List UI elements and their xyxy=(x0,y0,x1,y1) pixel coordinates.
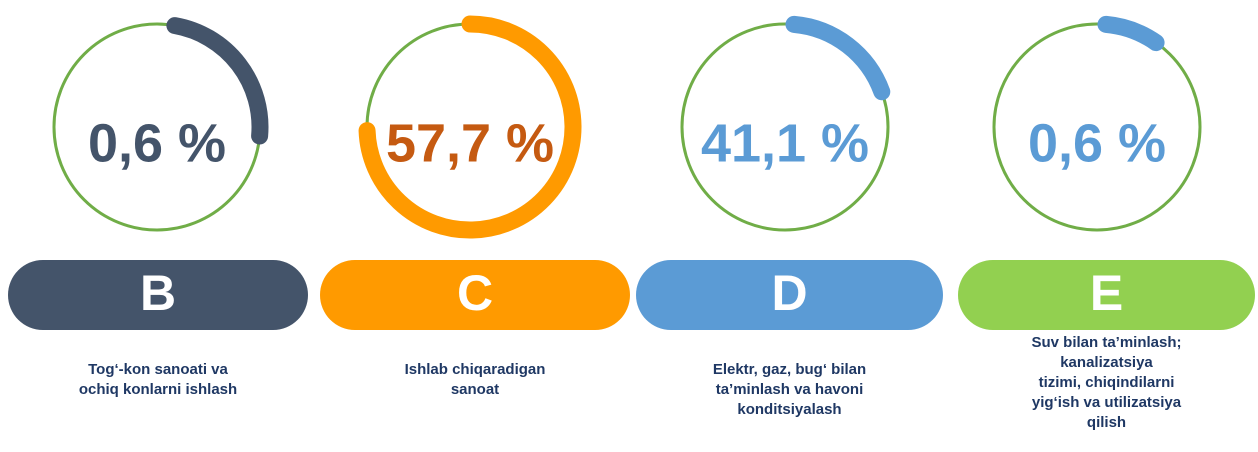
progress-arc xyxy=(1097,15,1165,52)
description-line: qilish xyxy=(1087,414,1126,431)
pill xyxy=(320,260,630,330)
description-line: Tog‘-kon sanoati va xyxy=(88,361,228,378)
description-line: Elektr, gaz, bug‘ bilan xyxy=(713,361,866,378)
description-line: ochiq konlarni ishlash xyxy=(79,381,237,398)
letter: C xyxy=(457,265,493,321)
pill xyxy=(958,260,1255,330)
description-line: kanalizatsiya xyxy=(1060,354,1153,371)
value-label: 41,1 % xyxy=(701,113,869,173)
progress-arc xyxy=(358,15,582,239)
value-label: 0,6 % xyxy=(1028,113,1166,173)
description-line: ta’minlash va havoni xyxy=(716,381,864,398)
letter: B xyxy=(140,265,176,321)
description-line: Ishlab chiqaradigan xyxy=(405,361,546,378)
letter: E xyxy=(1090,265,1123,321)
description-line: tizimi, chiqindilarni xyxy=(1039,374,1175,391)
description-line: sanoat xyxy=(451,381,499,398)
pill xyxy=(636,260,943,330)
value-label: 0,6 % xyxy=(88,113,226,173)
description-line: konditsiyalash xyxy=(737,401,841,418)
ring xyxy=(992,22,1202,232)
description-line: yig‘ish va utilizatsiya xyxy=(1032,394,1182,411)
progress-arc xyxy=(785,15,891,101)
description-line: Suv bilan ta’minlash; xyxy=(1031,334,1181,351)
letter: D xyxy=(771,265,807,321)
ring xyxy=(680,22,890,232)
progress-arc xyxy=(166,17,269,145)
pill xyxy=(8,260,308,330)
value-label: 57,7 % xyxy=(386,113,554,173)
